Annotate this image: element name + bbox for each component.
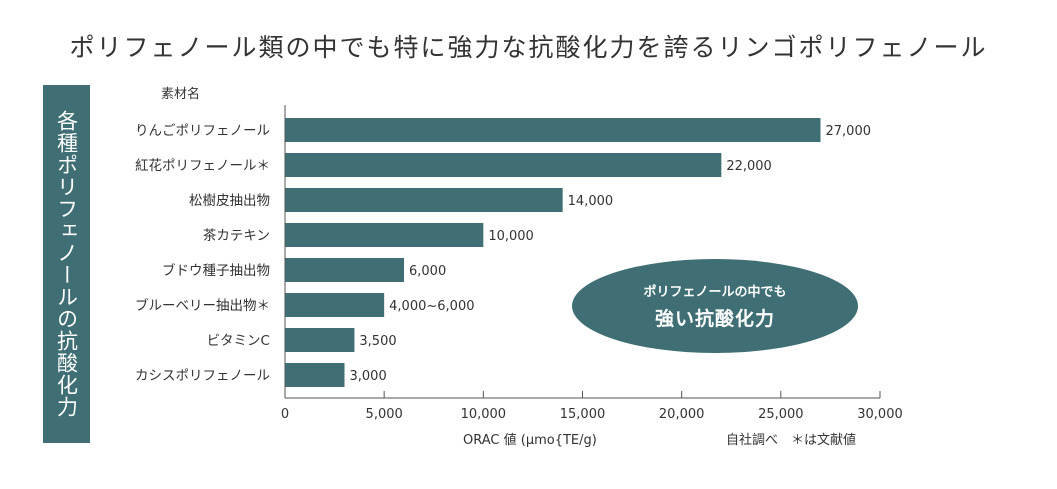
value-label-0: 27,000 [826,124,872,139]
bar-6 [285,328,355,352]
value-label-7: 3,000 [350,369,387,384]
x-tick-label-2: 10,000 [461,407,507,422]
bar-7 [285,363,345,387]
value-labels-group: 27,000 22,000 14,000 10,000 6,000 4,000~6,000… [350,124,872,384]
value-label-2: 14,000 [568,194,614,209]
bar-3 [285,223,484,247]
x-tick-label-0: 0 [281,407,289,422]
x-tick-label-1: 5,000 [366,407,403,422]
category-header: 素材名 [161,87,201,102]
bar-1 [285,153,722,177]
source-notes: 自社調べ ＊は文献値 [726,433,857,448]
value-label-6: 3,500 [359,334,396,349]
category-label-4: ブドウ種子抽出物 [162,262,270,279]
x-tick-label-4: 20,000 [659,407,705,422]
category-label-6: ビタミンC [207,333,270,349]
side-label: 各種ポリフェノールの抗酸化力 [54,110,79,418]
x-tick-label-5: 25,000 [758,407,804,422]
callout-ellipse: ポリフェノールの中でも 強い抗酸化力 [572,259,858,353]
chart-title: ポリフェノール類の中でも特に強力な抗酸化力を誇るリンゴポリフェノール [69,33,988,62]
category-label-0: りんごポリフェノール [135,123,270,139]
category-label-5: ブルーベリー抽出物＊ [135,297,270,314]
x-axis-title: ORAC 値 (μmo{TE/g) [463,433,597,448]
x-tick-label-6: 30,000 [857,407,903,422]
value-label-5: 4,000~6,000 [389,299,474,314]
category-label-2: 松樹皮抽出物 [189,193,270,209]
category-label-7: カシスポリフェノール [135,368,270,384]
bar-5 [285,293,385,317]
category-label-1: 紅花ポリフェノール＊ [135,158,270,174]
bars-group [285,118,821,387]
x-axis-group: 0 5,000 10,000 15,000 20,000 25,000 30,000 [281,105,903,422]
bar-0 [285,118,821,142]
bar-4 [285,258,404,282]
value-label-3: 10,000 [488,229,534,244]
callout-line2: 強い抗酸化力 [654,308,775,330]
x-tick-label-3: 15,000 [560,407,606,422]
bar-2 [285,188,563,212]
callout-line1: ポリフェノールの中でも [643,285,787,300]
side-band: 各種ポリフェノールの抗酸化力 [43,85,90,443]
value-label-4: 6,000 [409,264,446,279]
category-label-3: 茶カテキン [203,228,270,244]
value-label-1: 22,000 [726,159,772,174]
